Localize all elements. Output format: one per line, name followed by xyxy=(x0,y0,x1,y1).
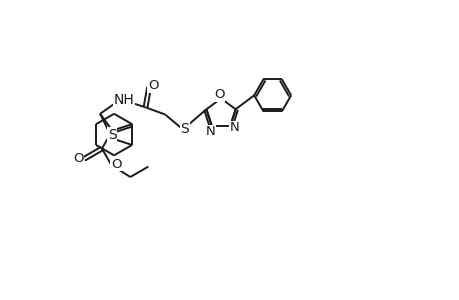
Text: O: O xyxy=(214,88,224,101)
Text: N: N xyxy=(205,125,215,138)
Text: O: O xyxy=(111,158,121,171)
Text: S: S xyxy=(180,122,189,136)
Text: O: O xyxy=(73,152,84,166)
Text: S: S xyxy=(108,128,117,142)
Text: O: O xyxy=(147,79,158,92)
Text: N: N xyxy=(230,122,239,134)
Text: NH: NH xyxy=(113,92,134,106)
